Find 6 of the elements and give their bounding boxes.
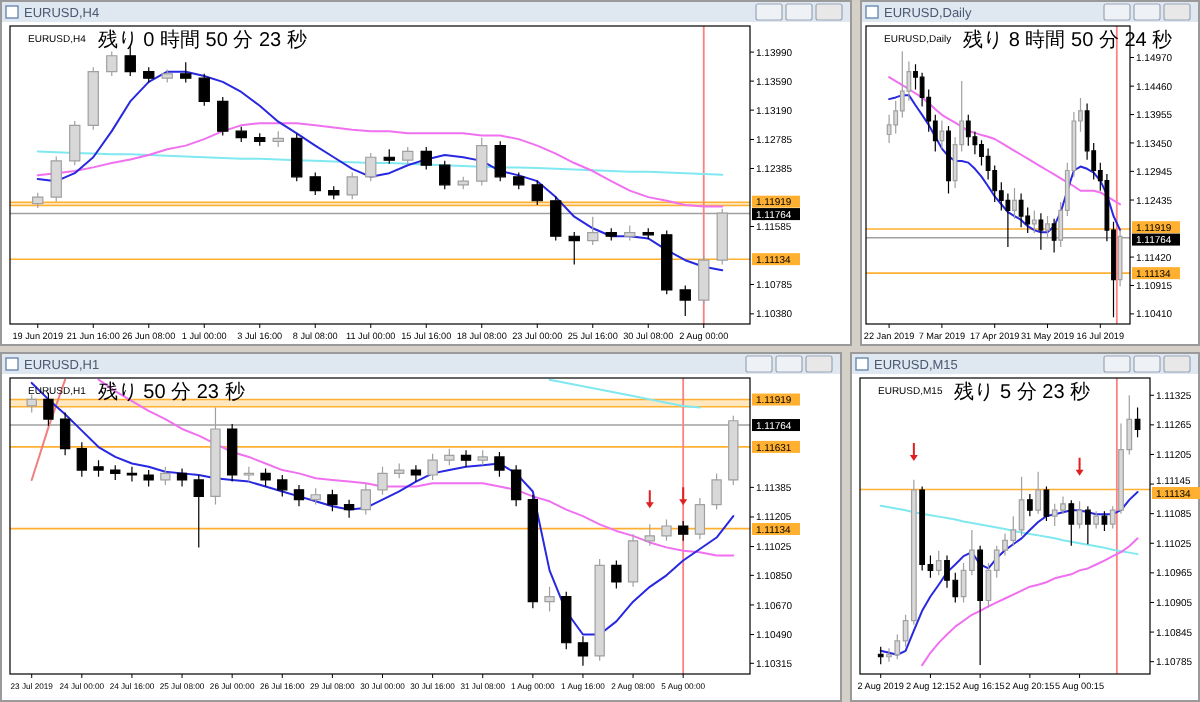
- line-series: [548, 378, 701, 409]
- annotation: 残り 50 分 23 秒: [97, 380, 245, 404]
- line-series: [921, 537, 1139, 667]
- annotation: 残り 5 分 23 秒: [954, 380, 1091, 404]
- annotation: 残り 0 時間 50 分 23 秒: [97, 28, 307, 52]
- line-series: [97, 378, 735, 557]
